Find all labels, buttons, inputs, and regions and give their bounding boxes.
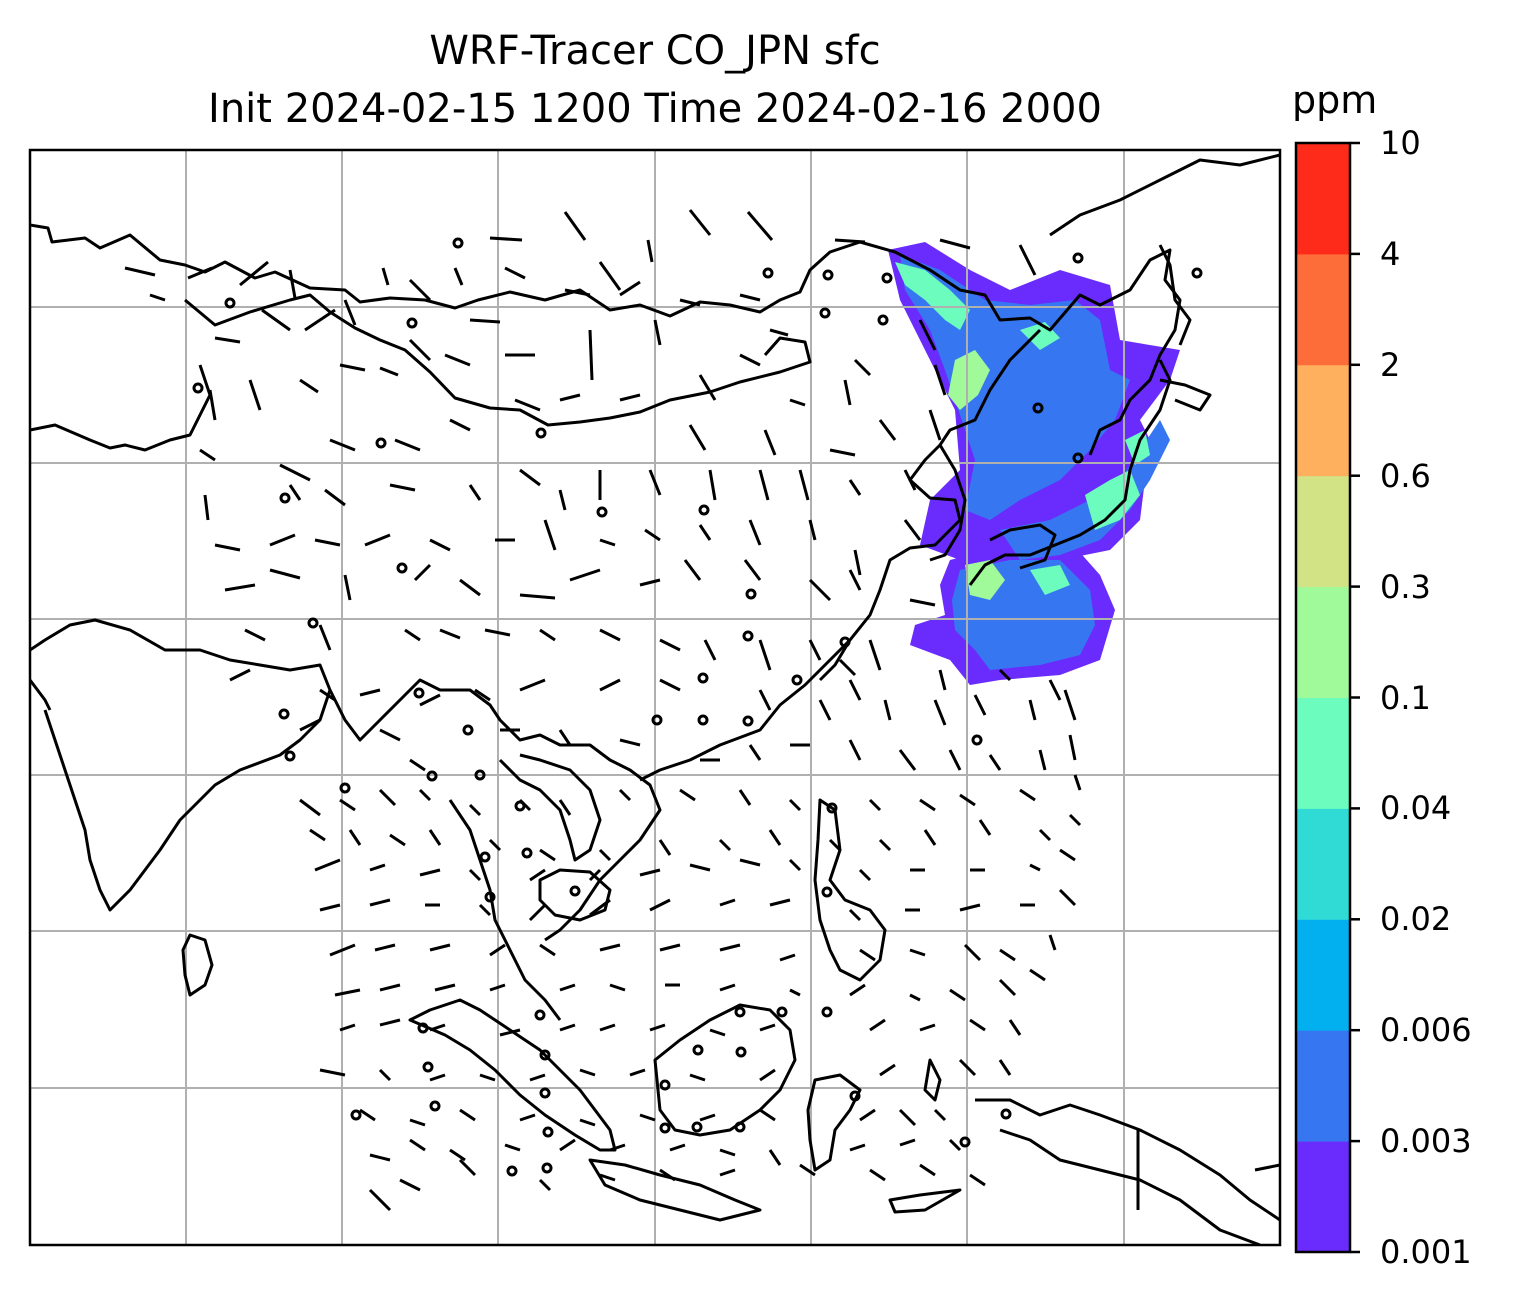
- colorbar-tick-label: 4: [1380, 234, 1401, 273]
- colorbar-swatch: [1296, 143, 1350, 255]
- colorbar-swatch: [1296, 364, 1350, 477]
- coast-mongolia-border: [184, 293, 812, 427]
- map-frame: [28, 148, 1282, 1247]
- colorbar-tick-label: 0.1: [1380, 678, 1431, 717]
- coast-malay: [448, 799, 562, 1021]
- colorbar-swatch: [1296, 1030, 1350, 1142]
- colorbar-swatch: [1296, 697, 1350, 809]
- colorbar-tick-label: 0.003: [1380, 1122, 1472, 1161]
- map-title-line1: WRF-Tracer CO_JPN sfc: [429, 28, 881, 74]
- colorbar-swatch: [1296, 253, 1350, 366]
- coast-java: [588, 1158, 762, 1222]
- coast-taiwan-region: [818, 639, 852, 682]
- coastlines: [30, 153, 1280, 1245]
- coast-timor: [888, 1188, 962, 1214]
- colorbar-swatch: [1296, 475, 1350, 588]
- colorbar-tick-label: 0.6: [1380, 456, 1431, 495]
- colorbar-swatch: [1296, 586, 1350, 698]
- colorbar-tick-label: 0.001: [1380, 1233, 1472, 1271]
- coast-borneo: [653, 1003, 797, 1137]
- coast-north-asia: [30, 223, 1182, 456]
- tracer-green-5: [965, 560, 1005, 600]
- colorbar-unit-label: ppm: [1292, 78, 1378, 122]
- coast-se-asia: [328, 678, 662, 942]
- coast-east-edge: [1254, 1163, 1280, 1172]
- colorbar-swatch: [1296, 919, 1350, 1031]
- colorbar-tick-label: 0.006: [1380, 1011, 1472, 1050]
- tracer-green-6: [1030, 565, 1070, 595]
- coast-kazakh: [30, 364, 212, 452]
- coast-china-east: [639, 328, 1042, 782]
- coast-sumatra: [408, 998, 617, 1152]
- tracer-green-1: [895, 262, 970, 330]
- coast-india-west: [30, 679, 52, 711]
- colorbar-swatch: [1296, 1141, 1350, 1253]
- colorbar-tick-label: 0.3: [1380, 567, 1431, 606]
- coast-japan: [968, 359, 1172, 586]
- coast-indochina: [498, 753, 602, 862]
- tracer-green-2: [948, 350, 990, 410]
- coast-new-guinea-south: [999, 1128, 1261, 1245]
- map-title-line2: Init 2024-02-15 1200 Time 2024-02-16 200…: [208, 86, 1102, 132]
- colorbar-swatch: [1296, 808, 1350, 920]
- coast-russia-ne: [1049, 153, 1280, 237]
- coast-philippines: [813, 798, 887, 982]
- coast-new-guinea: [975, 1098, 1280, 1222]
- colorbar-tick-label: 0.04: [1380, 789, 1452, 828]
- coast-korea: [929, 444, 967, 562]
- coast-moluccas: [923, 1058, 942, 1102]
- coast-hokkaido: [1159, 378, 1212, 412]
- coast-sakhalin: [1158, 244, 1192, 346]
- calm-circles: [192, 237, 1203, 1177]
- colorbar-tick-label: 0.02: [1380, 900, 1452, 939]
- coast-srilanka: [181, 933, 214, 997]
- coast-india: [30, 618, 332, 912]
- colorbar: [1294, 141, 1360, 1254]
- coast-sulawesi: [806, 1073, 862, 1172]
- gridlines: [30, 150, 1280, 1245]
- coast-japan-south: [989, 523, 1057, 570]
- colorbar-tick-label: 2: [1380, 345, 1401, 384]
- colorbar-tick-label: 10: [1380, 124, 1421, 162]
